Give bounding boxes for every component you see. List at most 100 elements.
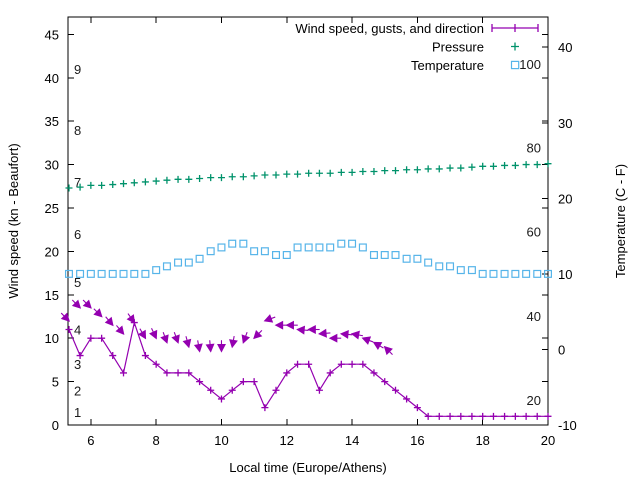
legend-label: Temperature xyxy=(411,58,484,73)
temperature-point xyxy=(130,269,139,278)
pressure-point xyxy=(109,181,117,189)
wind-speed-point xyxy=(261,404,269,412)
wind-speed-point xyxy=(544,412,552,420)
wind-speed-point xyxy=(392,386,400,394)
y-tick-label: 0 xyxy=(52,418,59,433)
beaufort-label: 2 xyxy=(74,383,81,398)
pressure-point xyxy=(392,167,400,175)
pressure-point xyxy=(196,174,204,182)
y-tick-label: 20 xyxy=(45,244,59,259)
y2-tick-label: 0 xyxy=(558,342,565,357)
gust-direction-arrow xyxy=(328,333,338,343)
x-tick-label: 6 xyxy=(87,433,94,448)
gust-direction-arrow xyxy=(60,312,70,322)
wind-speed-point xyxy=(239,378,247,386)
wind-speed-point xyxy=(174,369,182,377)
temperature-point xyxy=(260,247,269,256)
temperature-point xyxy=(337,239,346,248)
wind-speed-point xyxy=(305,360,313,368)
plot-frame xyxy=(67,16,549,426)
gust-direction-arrow xyxy=(307,325,316,334)
y2-axis-title: Temperature (C - F) xyxy=(613,164,628,278)
temperature-point xyxy=(358,243,367,252)
gust-direction-arrow xyxy=(253,329,263,340)
temperature-point xyxy=(369,251,378,260)
pressure-point xyxy=(174,175,182,183)
legend-label: Pressure xyxy=(432,40,484,55)
gust-direction-arrow xyxy=(339,329,349,339)
y-tick-label: 40 xyxy=(45,71,59,86)
temperature-point xyxy=(282,251,291,260)
wind-speed-point xyxy=(489,412,497,420)
fahrenheit-label: 80 xyxy=(527,141,541,156)
y-tick-label: 25 xyxy=(45,201,59,216)
pressure-point xyxy=(479,162,487,170)
fahrenheit-label: 20 xyxy=(527,393,541,408)
y2-tick-label: 10 xyxy=(558,267,572,282)
wind-speed-point xyxy=(228,386,236,394)
wind-speed-point xyxy=(120,369,128,377)
temperature-point xyxy=(86,269,95,278)
temperature-point xyxy=(456,266,465,275)
temperature-point xyxy=(174,258,183,267)
pressure-point xyxy=(511,161,519,169)
wind-speed-point xyxy=(522,412,530,420)
pressure-point xyxy=(370,168,378,176)
gust-direction-arrow xyxy=(160,334,169,344)
gust-direction-arrow xyxy=(182,338,192,349)
y-axis-title: Wind speed (kn - Beaufort) xyxy=(6,143,21,298)
gust-direction-arrow xyxy=(229,339,238,349)
pressure-point xyxy=(533,161,541,169)
temperature-point xyxy=(152,266,161,275)
beaufort-label: 1 xyxy=(74,405,81,420)
beaufort-label: 7 xyxy=(74,175,81,190)
gust-direction-arrow xyxy=(285,320,294,330)
wind-speed-point xyxy=(207,386,215,394)
pressure-point xyxy=(413,166,421,174)
fahrenheit-label: 100 xyxy=(519,57,541,72)
wind-speed-point xyxy=(283,369,291,377)
temperature-point xyxy=(500,269,509,278)
pressure-point xyxy=(305,169,313,177)
wind-speed-point xyxy=(87,334,95,342)
wind-speed-point xyxy=(501,412,509,420)
pressure-point xyxy=(468,163,476,171)
y-tick-label: 15 xyxy=(45,288,59,303)
fahrenheit-label: 60 xyxy=(527,225,541,240)
wind-speed-point xyxy=(370,369,378,377)
temperature-point xyxy=(380,251,389,260)
legend-marker-sample xyxy=(510,60,520,70)
legend-label: Wind speed, gusts, and direction xyxy=(295,21,484,36)
wind-speed-point xyxy=(424,412,432,420)
pressure-point xyxy=(141,178,149,186)
beaufort-label: 9 xyxy=(74,62,81,77)
gust-direction-arrow xyxy=(104,316,114,327)
temperature-point xyxy=(108,269,117,278)
wind-speed-point xyxy=(403,395,411,403)
wind-speed-point xyxy=(152,360,160,368)
gust-direction-arrow xyxy=(93,308,103,318)
y-tick-label: 35 xyxy=(45,114,59,129)
y-tick-label: 45 xyxy=(45,27,59,42)
wind-speed-point xyxy=(381,378,389,386)
gust-direction-arrow xyxy=(296,325,306,335)
wind-speed-point xyxy=(217,395,225,403)
gust-direction-arrow xyxy=(193,343,203,353)
y2-tick-label: 30 xyxy=(558,116,572,131)
wind-speed-point xyxy=(65,326,73,334)
beaufort-label: 4 xyxy=(74,323,81,338)
wind-speed-point xyxy=(479,412,487,420)
wind-speed-point xyxy=(468,412,476,420)
gust-direction-arrow xyxy=(361,336,372,345)
temperature-point xyxy=(97,269,106,278)
pressure-point xyxy=(228,173,236,181)
wind-speed-point xyxy=(196,378,204,386)
pressure-point xyxy=(348,168,356,176)
gust-direction-arrow xyxy=(137,329,147,340)
gust-direction-arrow xyxy=(217,344,226,353)
pressure-point xyxy=(130,179,138,187)
legend-marker-sample xyxy=(491,24,539,32)
pressure-point xyxy=(261,171,269,179)
temperature-point xyxy=(162,262,171,271)
